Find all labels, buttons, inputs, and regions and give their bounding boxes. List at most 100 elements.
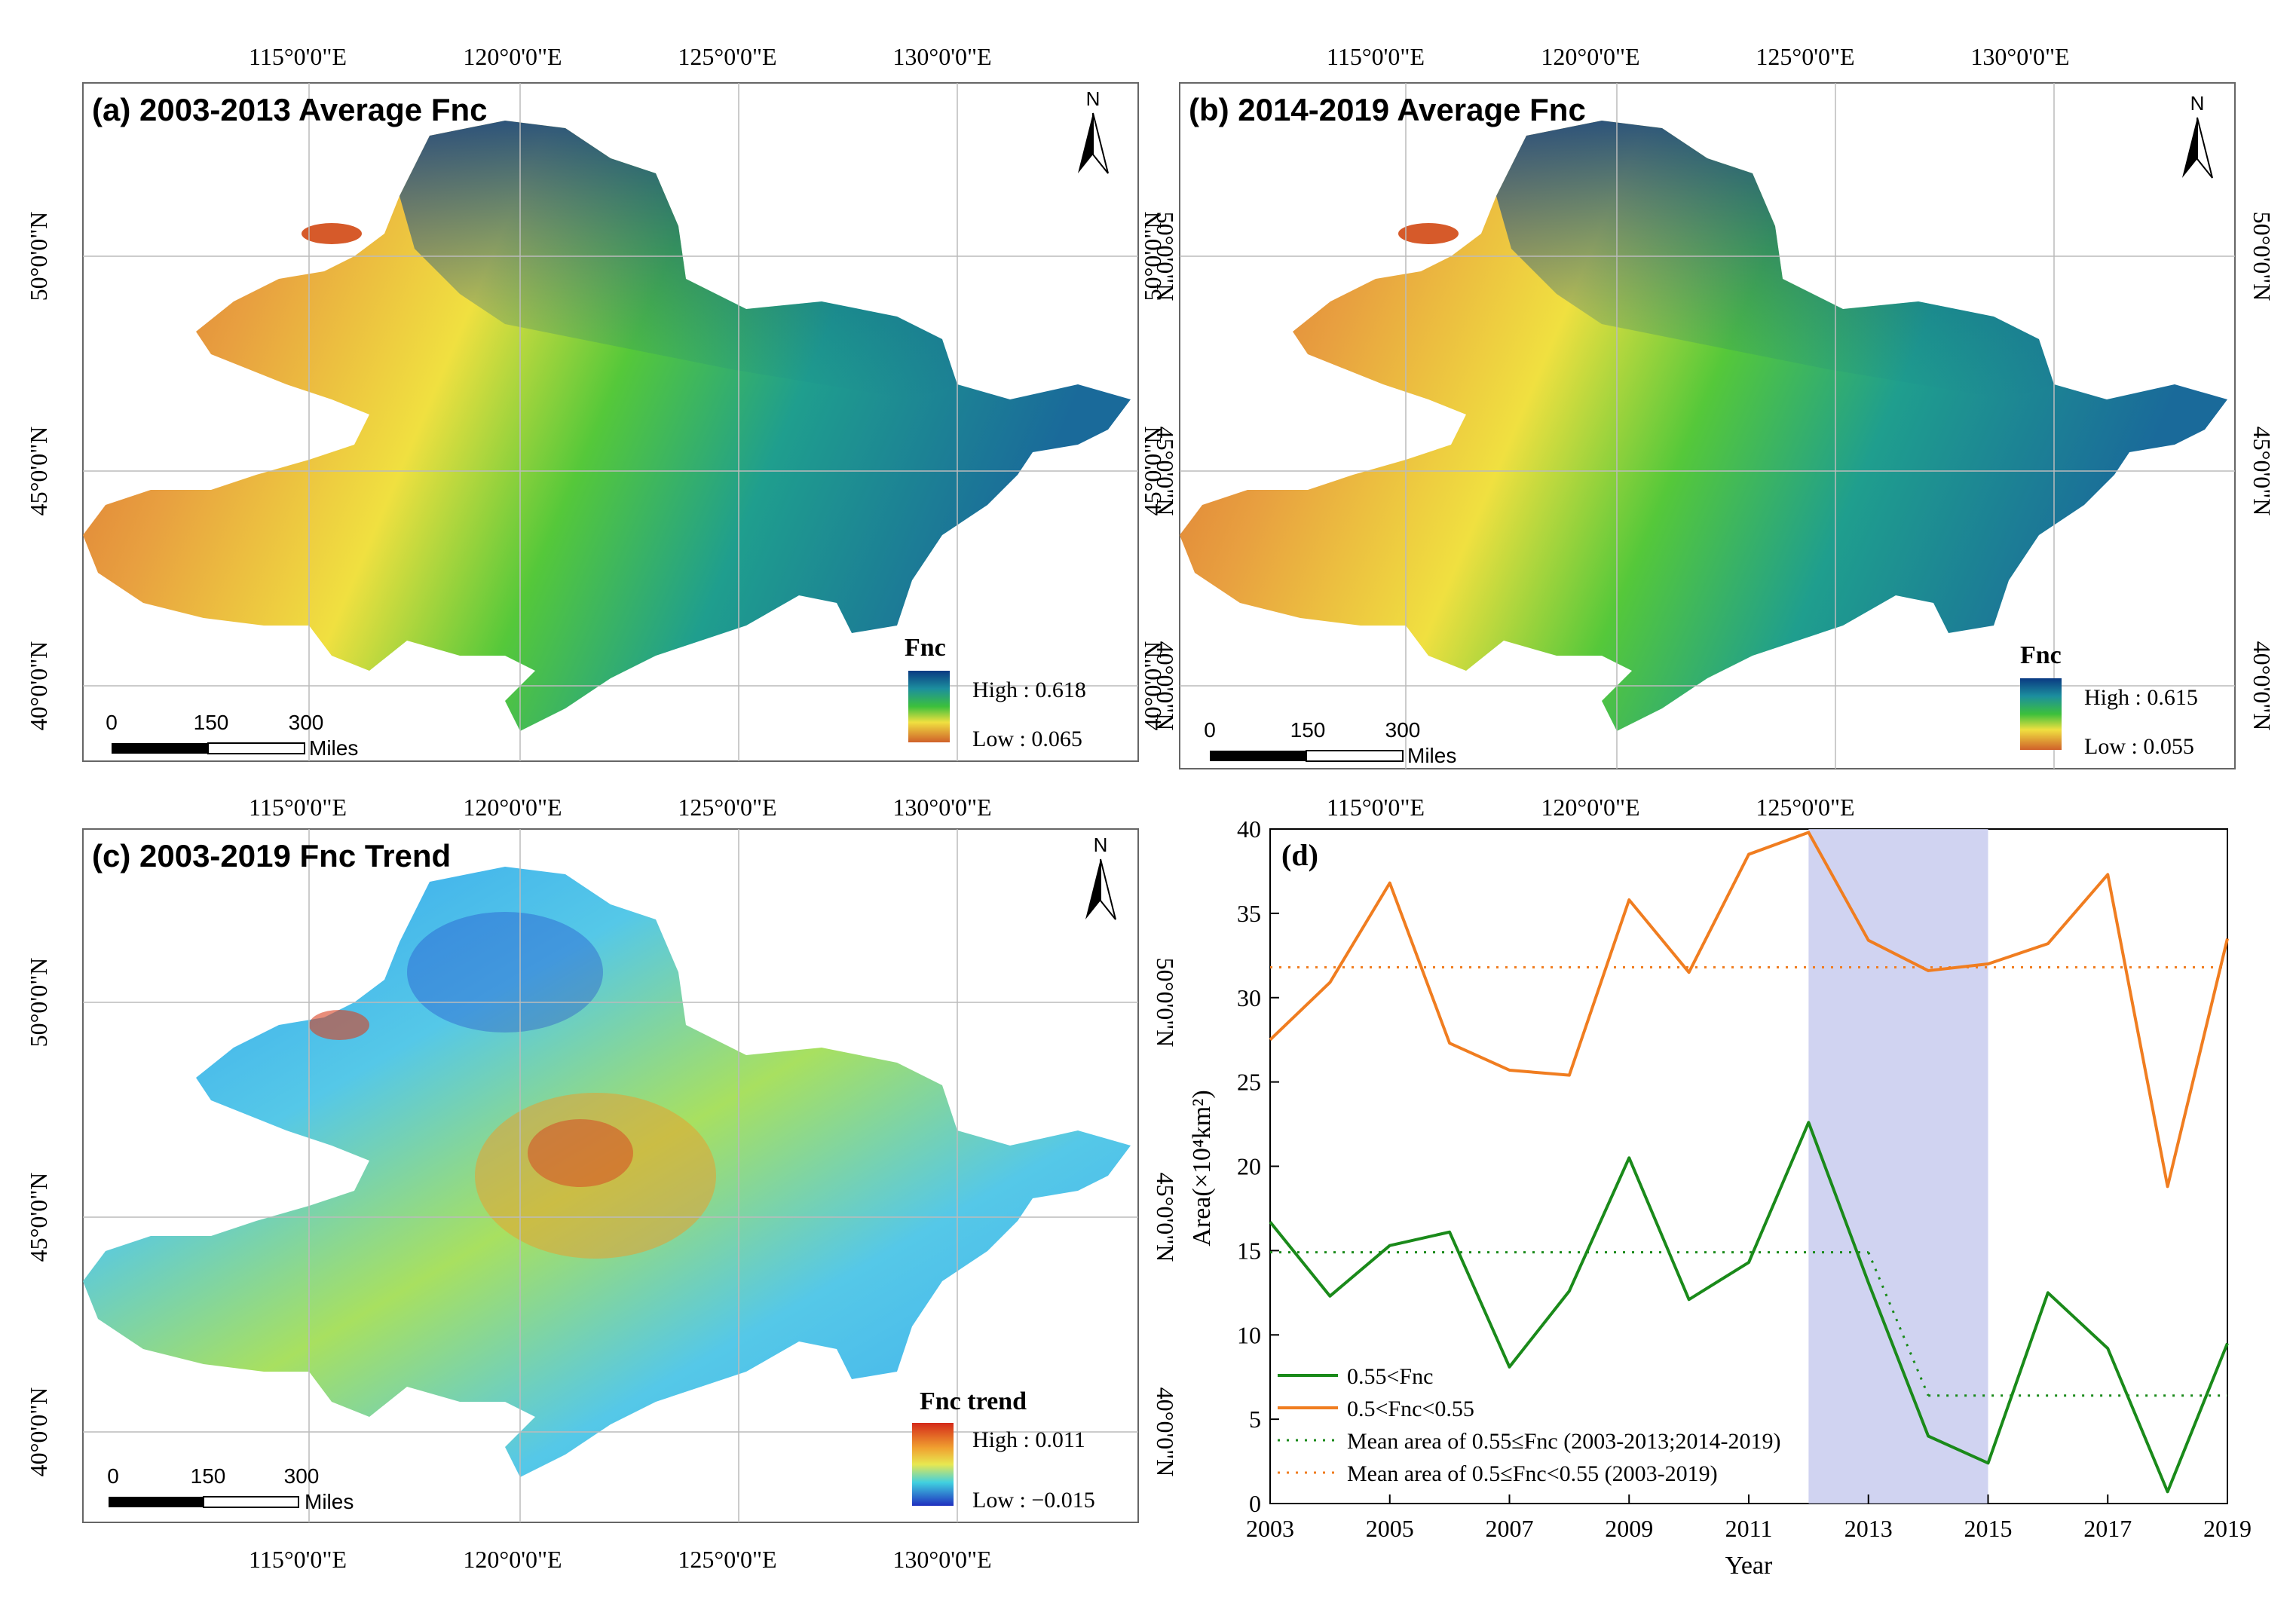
region-raster [1180,121,2227,731]
lat-label: 40°0'0"N [25,1387,52,1477]
scale-tick-150: 150 [194,711,229,734]
lon-label: 115°0'0"E [1327,43,1425,70]
lon-labels-top-b: 115°0'0"E 120°0'0"E 125°0'0"E 130°0'0"E [1327,43,2070,70]
legend-title: Fnc [905,634,946,662]
legend-title: Fnc trend [920,1387,1027,1415]
map-panel-a: (a) 2003-2013 Average Fnc N Fnc High : 0… [82,82,1139,762]
legend-colorbar [912,1423,954,1506]
y-tick-label: 5 [1249,1406,1261,1433]
graticule [83,829,1138,1522]
y-tick-label: 30 [1237,984,1261,1011]
lake-low-patch [1398,223,1459,244]
lat-label: 50°0'0"N [1139,212,1166,301]
lat-label: 40°0'0"N [25,641,52,731]
legend-high: High : 0.615 [2084,685,2198,710]
lat-label: 50°0'0"N [1152,958,1179,1048]
north-arrow-icon-right [1100,858,1116,920]
lat-label: 40°0'0"N [2249,641,2276,731]
panel-label: (d) [1281,838,1318,872]
lat-label: 45°0'0"N [1139,427,1166,516]
x-tick-label: 2007 [1486,1515,1534,1542]
lat-label: 50°0'0"N [1152,212,1179,301]
legend-title: Fnc [2020,641,2062,669]
panel-title: (b) 2014-2019 Average Fnc [1189,92,1586,127]
y-tick-label: 35 [1237,900,1261,927]
scale-tick-0: 0 [107,1464,119,1488]
forest-high-zone [1496,121,2054,399]
series-line [1269,831,2229,1189]
lat-labels-left-c: 50°0'0"N 45°0'0"N 40°0'0"N [25,958,52,1477]
lat-label: 40°0'0"N [1139,641,1166,731]
lon-labels-top-a: 115°0'0"E 120°0'0"E 125°0'0"E 130°0'0"E [249,43,992,70]
lon-label: 130°0'0"E [892,794,991,821]
series-line [1269,1121,2229,1494]
lon-label: 115°0'0"E [1327,794,1425,821]
scale-tick-0: 0 [106,711,118,734]
trend-high-patch [528,1119,633,1187]
map-panel-c: (c) 2003-2019 Fnc Trend N Fnc trend High… [82,828,1139,1523]
x-tick-label: 2005 [1366,1515,1414,1542]
scale-tick-300: 300 [289,711,324,734]
trend-high-patch [309,1010,369,1040]
x-tick-label: 2015 [1964,1515,2013,1542]
legend-low: Low : 0.055 [2084,734,2194,759]
x-tick-label: 2003 [1246,1515,1294,1542]
scale-unit: Miles [305,1490,354,1513]
lon-label: 125°0'0"E [1756,794,1854,821]
legend-high: High : 0.618 [972,678,1086,702]
legend-colorbar [2020,678,2062,750]
lat-label: 45°0'0"N [25,427,52,516]
x-axis-label: Year [1725,1552,1773,1580]
legend-label: Mean area of 0.5≤Fnc<0.55 (2003-2019) [1347,1461,1718,1486]
lon-label: 120°0'0"E [463,1546,562,1573]
lon-label: 125°0'0"E [678,1546,776,1573]
lat-label: 45°0'0"N [2249,427,2276,516]
lon-label: 130°0'0"E [1970,43,2069,70]
legend-low: Low : 0.065 [972,727,1082,751]
lat-label: 40°0'0"N [1152,641,1179,731]
north-arrow-icon-right [2197,117,2213,179]
lon-label: 125°0'0"E [678,43,776,70]
x-tick-label: 2011 [1725,1515,1773,1542]
lon-labels-between: 115°0'0"E 120°0'0"E 125°0'0"E 130°0'0"E … [249,794,1855,821]
region-raster [83,121,1131,731]
y-tick-label: 10 [1237,1321,1261,1348]
north-arrow-icon [2182,118,2197,178]
north-arrow-icon-right [1092,112,1109,174]
lake-low-patch [302,223,362,244]
y-tick-label: 20 [1237,1153,1261,1180]
lon-label: 120°0'0"E [463,794,562,821]
highlight-band [1808,829,1988,1504]
scale-unit: Miles [309,736,358,760]
lon-label: 125°0'0"E [678,794,776,821]
scale-tick-300: 300 [284,1464,320,1488]
legend-label: 0.55<Fnc [1347,1364,1433,1389]
lon-label: 115°0'0"E [249,43,347,70]
scale-tick-150: 150 [1290,718,1326,742]
lat-labels-left-a: 50°0'0"N 45°0'0"N 40°0'0"N [25,212,52,731]
y-tick-label: 0 [1249,1490,1261,1517]
x-tick-label: 2009 [1605,1515,1653,1542]
scale-tick-150: 150 [191,1464,226,1488]
lon-label: 130°0'0"E [892,43,991,70]
lat-label: 50°0'0"N [25,212,52,301]
lat-label: 40°0'0"N [1152,1387,1179,1477]
lat-label: 45°0'0"N [25,1173,52,1262]
lat-labels-left-b: 50°0'0"N 45°0'0"N 40°0'0"N [1139,212,1166,731]
lon-label: 120°0'0"E [463,43,562,70]
legend-label: 0.5<Fnc<0.55 [1347,1397,1474,1421]
lon-label: 115°0'0"E [249,1546,347,1573]
north-arrow-icon [1078,113,1093,173]
y-tick-label: 40 [1237,815,1261,843]
north-arrow-icon [1085,859,1101,919]
scale-bar: 0 150 300 Miles [1204,718,1456,767]
map-panel-b: (b) 2014-2019 Average Fnc N Fnc High : 0… [1179,82,2236,769]
graticule [83,83,1138,761]
forest-high-zone [400,121,957,399]
scale-bar: 0 150 300 Miles [106,711,358,760]
scale-tick-0: 0 [1204,718,1216,742]
lat-labels-right-c: 50°0'0"N 45°0'0"N 40°0'0"N [1152,958,1179,1477]
lat-label: 45°0'0"N [1152,427,1179,516]
north-label: N [1094,834,1108,856]
panel-title: (a) 2003-2013 Average Fnc [92,92,488,127]
